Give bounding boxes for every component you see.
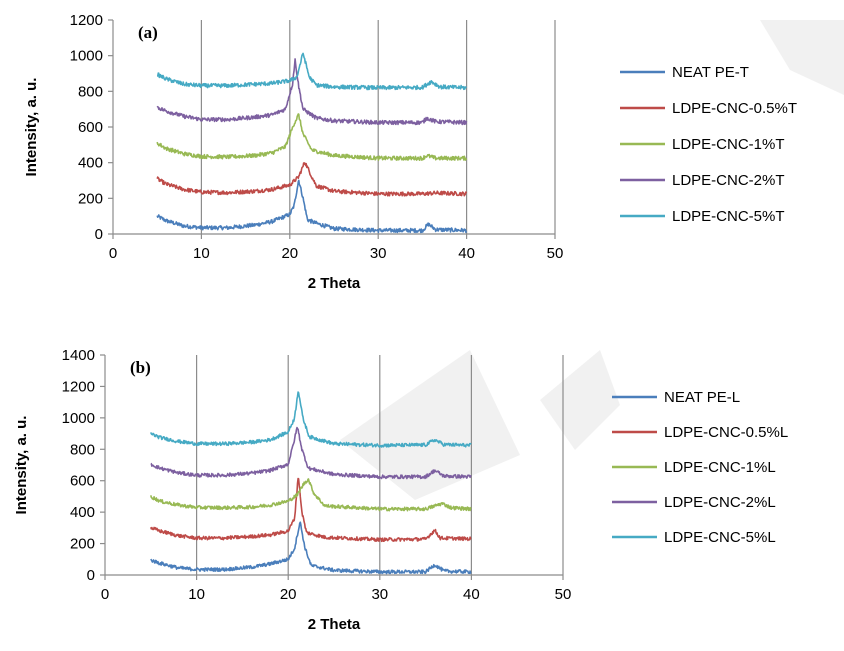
legend-label: NEAT PE-T — [672, 64, 749, 81]
x-tick-label: 0 — [109, 245, 117, 262]
x-tick-label: 30 — [370, 245, 387, 262]
watermark-shape — [340, 350, 520, 500]
series-line — [150, 426, 472, 480]
y-tick-label: 200 — [78, 190, 103, 207]
legend-label: LDPE-CNC-5%T — [672, 208, 785, 225]
series-line — [156, 162, 468, 197]
legend-label: LDPE-CNC-1%T — [672, 136, 785, 153]
x-axis-title: 2 Theta — [308, 616, 361, 633]
y-tick-label: 600 — [70, 473, 95, 490]
watermark-shape — [540, 350, 620, 450]
series-line — [150, 478, 472, 512]
x-tick-label: 20 — [281, 245, 298, 262]
x-tick-label: 20 — [280, 586, 297, 603]
watermark-shape — [760, 20, 844, 95]
chart-panel-b: 0 200 400 600 800 1000 1200 1400 0 10 20 30 40 50 2 Th… — [13, 347, 788, 633]
y-tick-label: 1200 — [70, 12, 103, 29]
x-tick-label: 40 — [458, 245, 475, 262]
panel-label: (a) — [138, 23, 158, 42]
series-line — [150, 521, 472, 575]
chart-panel-a: 0 200 400 600 800 1000 1200 0 10 20 30 40 50 2 Theta I… — [23, 12, 797, 292]
x-tick-label: 0 — [101, 586, 109, 603]
y-tick-label: 1000 — [62, 410, 95, 427]
y-tick-label: 0 — [95, 226, 103, 243]
series-line — [156, 52, 468, 91]
y-tick-label: 800 — [78, 83, 103, 100]
x-tick-label: 10 — [188, 586, 205, 603]
series-line — [150, 391, 472, 448]
x-tick-label: 10 — [193, 245, 210, 262]
y-tick-label: 400 — [78, 155, 103, 172]
y-axis-title: Intensity, a. u. — [13, 416, 30, 515]
y-tick-label: 400 — [70, 504, 95, 521]
series-line — [150, 477, 472, 543]
legend-label: LDPE-CNC-0.5%L — [664, 424, 788, 441]
legend-label: NEAT PE-L — [664, 389, 740, 406]
series-line — [156, 58, 468, 126]
y-tick-label: 1000 — [70, 48, 103, 65]
x-tick-label: 50 — [547, 245, 564, 262]
y-tick-label: 0 — [87, 567, 95, 584]
y-tick-label: 200 — [70, 536, 95, 553]
series-line — [156, 113, 468, 161]
legend-label: LDPE-CNC-1%L — [664, 459, 776, 476]
legend-label: LDPE-CNC-5%L — [664, 529, 776, 546]
y-tick-label: 1200 — [62, 378, 95, 395]
x-tick-label: 30 — [371, 586, 388, 603]
y-tick-label: 1400 — [62, 347, 95, 364]
x-tick-label: 50 — [555, 586, 572, 603]
legend-label: LDPE-CNC-0.5%T — [672, 100, 797, 117]
y-tick-label: 600 — [78, 119, 103, 136]
x-tick-label: 40 — [463, 586, 480, 603]
panel-label: (b) — [130, 358, 151, 377]
y-tick-label: 800 — [70, 441, 95, 458]
legend-label: LDPE-CNC-2%T — [672, 172, 785, 189]
x-axis-title: 2 Theta — [308, 275, 361, 292]
y-axis-title: Intensity, a. u. — [23, 78, 40, 177]
legend-label: LDPE-CNC-2%L — [664, 494, 776, 511]
series-line — [156, 179, 468, 234]
